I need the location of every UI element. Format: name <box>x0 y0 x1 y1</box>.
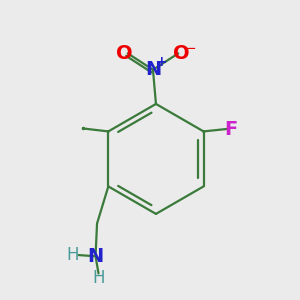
Text: −: − <box>184 40 196 56</box>
Text: O: O <box>116 44 133 63</box>
Text: N: N <box>145 60 161 79</box>
Text: O: O <box>173 44 190 63</box>
Text: F: F <box>225 119 238 139</box>
Text: H: H <box>92 269 105 287</box>
Text: N: N <box>87 247 104 266</box>
Text: +: + <box>155 55 167 69</box>
Text: H: H <box>66 246 79 264</box>
